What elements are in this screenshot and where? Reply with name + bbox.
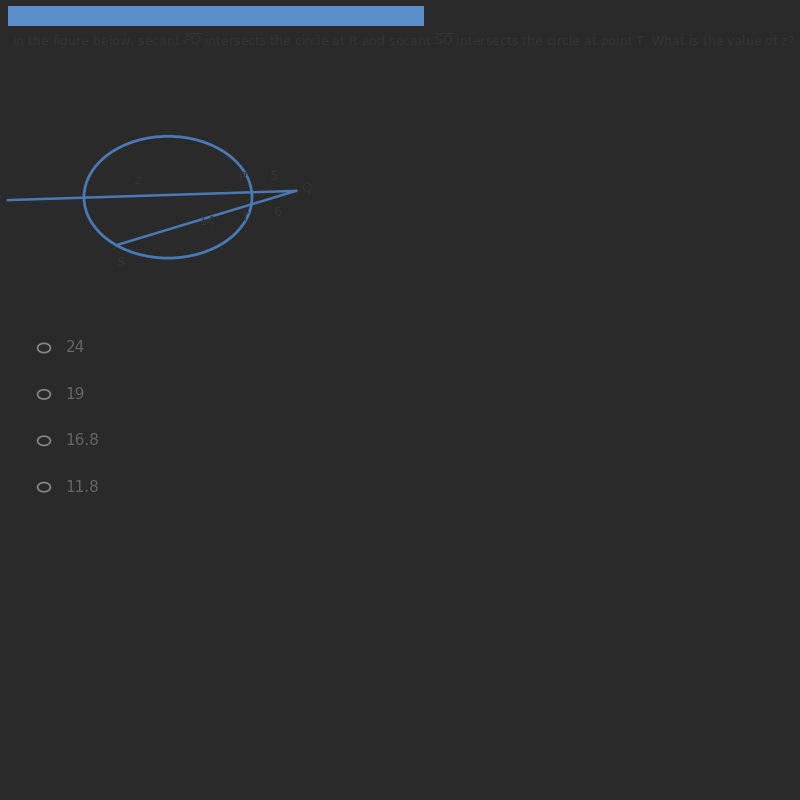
Text: Q: Q <box>302 182 312 194</box>
Text: 11.8: 11.8 <box>66 480 99 494</box>
Text: T: T <box>241 211 249 224</box>
Text: R: R <box>239 170 248 183</box>
Text: z: z <box>134 174 142 187</box>
Text: 19: 19 <box>66 387 85 402</box>
Text: 24: 24 <box>66 341 85 355</box>
Bar <box>8 6 424 26</box>
Text: P: P <box>0 194 2 206</box>
Text: 5: 5 <box>270 170 278 183</box>
Text: S: S <box>116 256 125 269</box>
Text: 14: 14 <box>198 215 215 228</box>
Text: 6: 6 <box>274 206 282 218</box>
Text: 16.8: 16.8 <box>66 434 99 448</box>
Text: In the figure below, secant $\overline{PQ}$ intersects the circle at R and secan: In the figure below, secant $\overline{P… <box>12 32 795 51</box>
